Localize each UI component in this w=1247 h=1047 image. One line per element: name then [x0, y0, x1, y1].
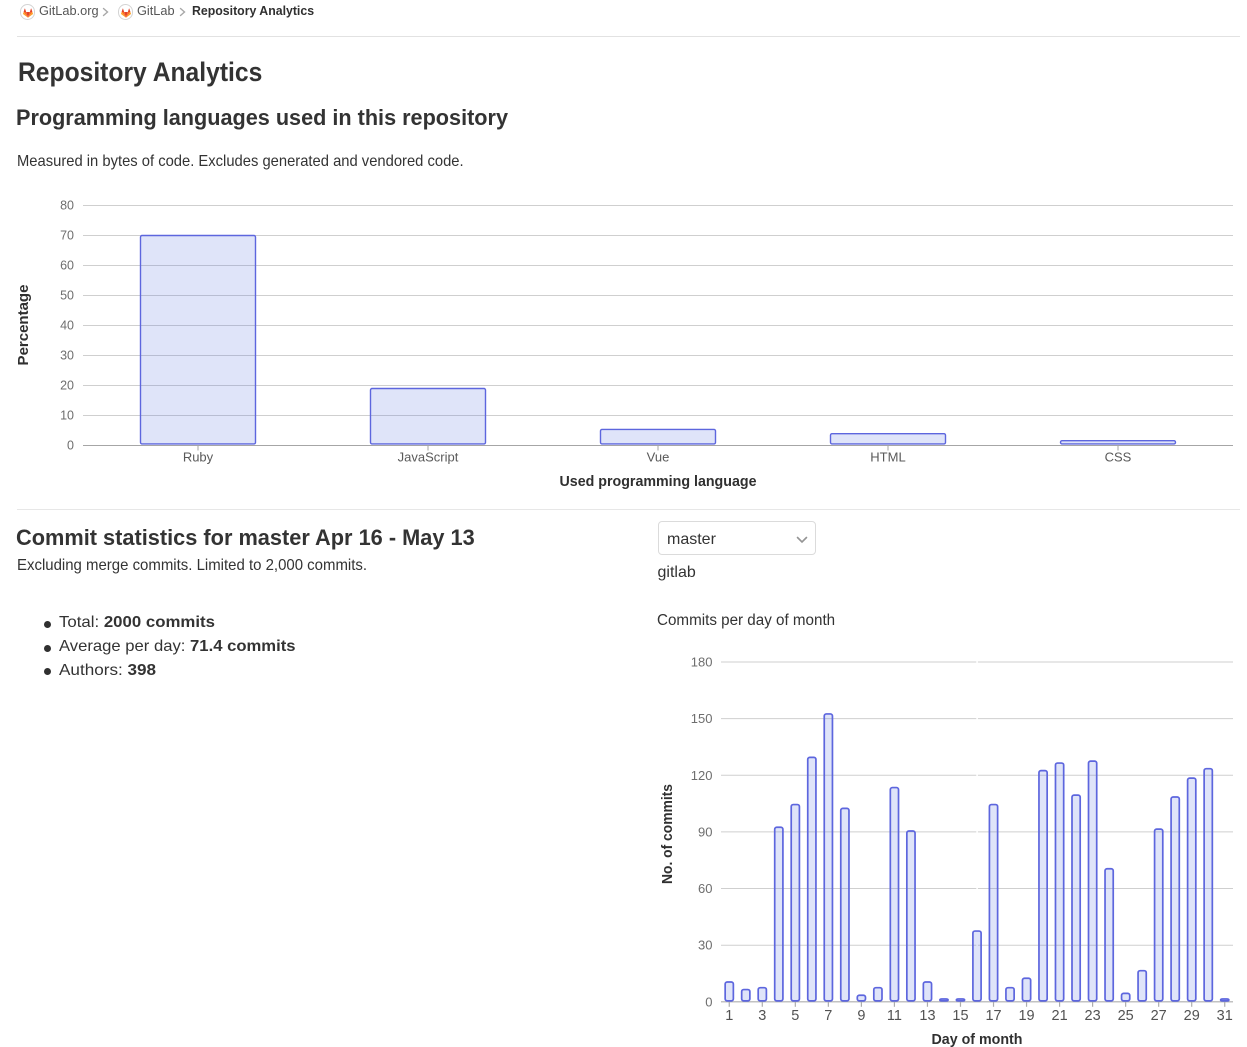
svg-text:0: 0	[67, 439, 74, 453]
svg-text:27: 27	[1151, 1008, 1167, 1024]
svg-text:23: 23	[1085, 1008, 1101, 1024]
svg-text:Vue: Vue	[647, 450, 670, 465]
svg-text:10: 10	[60, 409, 74, 423]
svg-text:40: 40	[60, 319, 74, 333]
svg-text:Day of month: Day of month	[932, 1031, 1023, 1047]
svg-text:Ruby: Ruby	[183, 450, 214, 465]
svg-text:3: 3	[758, 1008, 766, 1024]
svg-text:50: 50	[60, 289, 74, 303]
svg-text:150: 150	[691, 711, 713, 726]
svg-text:30: 30	[60, 349, 74, 363]
svg-text:120: 120	[691, 768, 713, 783]
svg-text:5: 5	[791, 1008, 799, 1024]
svg-text:19: 19	[1018, 1008, 1034, 1024]
svg-text:30: 30	[698, 938, 712, 953]
svg-text:90: 90	[698, 824, 712, 839]
svg-text:17: 17	[985, 1008, 1001, 1024]
svg-text:29: 29	[1184, 1008, 1200, 1024]
svg-text:80: 80	[60, 199, 74, 213]
svg-text:70: 70	[60, 229, 74, 243]
svg-text:HTML: HTML	[870, 450, 905, 465]
svg-text:7: 7	[824, 1008, 832, 1024]
svg-text:0: 0	[705, 994, 712, 1009]
svg-text:No. of commits: No. of commits	[659, 784, 676, 884]
svg-text:1: 1	[725, 1008, 733, 1024]
svg-text:60: 60	[698, 881, 712, 896]
svg-text:9: 9	[857, 1008, 865, 1024]
svg-text:Used programming language: Used programming language	[560, 473, 757, 490]
svg-text:15: 15	[952, 1008, 968, 1024]
svg-text:25: 25	[1118, 1008, 1134, 1024]
svg-text:180: 180	[691, 655, 713, 670]
svg-text:JavaScript: JavaScript	[398, 450, 459, 465]
svg-text:60: 60	[60, 259, 74, 273]
svg-text:31: 31	[1217, 1008, 1233, 1024]
svg-text:Percentage: Percentage	[15, 285, 32, 366]
svg-text:21: 21	[1052, 1008, 1068, 1024]
svg-text:CSS: CSS	[1105, 450, 1132, 465]
svg-text:11: 11	[887, 1008, 902, 1024]
svg-text:13: 13	[919, 1008, 935, 1024]
svg-text:20: 20	[60, 379, 74, 393]
